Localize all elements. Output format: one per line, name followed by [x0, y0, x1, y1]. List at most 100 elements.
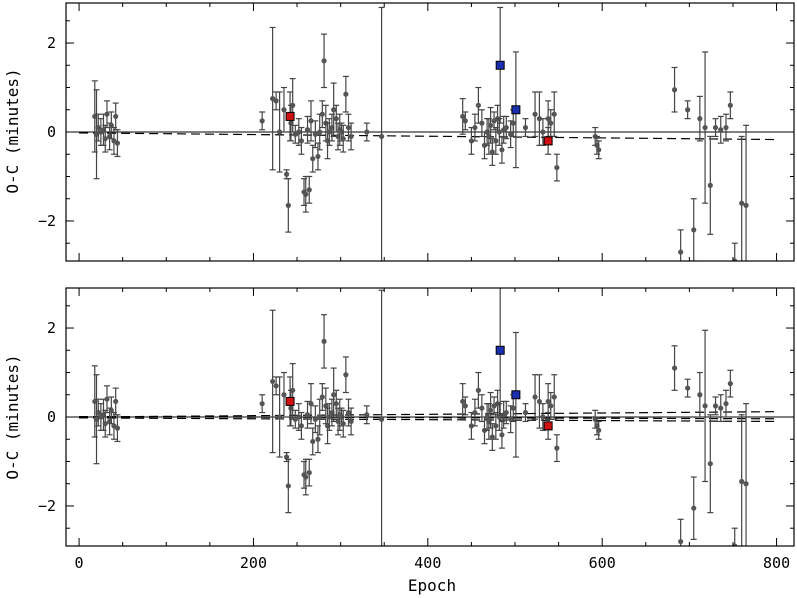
x-tick-label: 0	[75, 554, 84, 572]
data-point	[104, 396, 110, 402]
data-point	[95, 124, 101, 131]
data-point	[317, 414, 323, 420]
data-point	[321, 58, 327, 64]
data-point	[551, 111, 557, 117]
data-point	[475, 387, 481, 393]
data-point	[306, 470, 312, 476]
data-point	[303, 474, 309, 480]
data-point	[108, 407, 114, 413]
highlight-square-point	[511, 105, 521, 115]
fit-line-1	[79, 132, 777, 141]
highlight-square-point	[285, 396, 295, 406]
data-point	[551, 394, 557, 400]
data-point	[718, 127, 724, 133]
data-point	[532, 111, 538, 117]
data-point	[685, 107, 691, 113]
data-point	[739, 200, 745, 206]
plot-area	[66, 288, 794, 546]
data-point	[333, 401, 339, 407]
data-point	[319, 111, 325, 117]
data-point	[536, 116, 543, 122]
data-point	[331, 392, 337, 398]
data-point	[298, 138, 305, 144]
data-point	[685, 385, 691, 391]
y-tick-label: 0	[47, 408, 56, 426]
data-point	[306, 187, 312, 193]
data-point	[691, 505, 697, 511]
data-point	[323, 403, 329, 409]
data-point	[462, 403, 468, 409]
highlight-square-point	[495, 345, 505, 355]
data-point	[487, 407, 494, 413]
highlight-square-point	[543, 421, 553, 431]
data-point	[596, 147, 602, 153]
data-point	[315, 436, 321, 442]
data-point	[707, 461, 713, 467]
data-point	[343, 372, 349, 378]
data-point	[510, 120, 516, 126]
data-point	[554, 164, 560, 171]
data-point	[326, 129, 332, 135]
data-point	[273, 98, 279, 104]
data-point	[489, 434, 495, 440]
data-point	[333, 116, 339, 122]
data-point	[285, 202, 291, 208]
x-tick-label: 800	[763, 554, 790, 572]
y-tick-label: 2	[47, 34, 56, 52]
data-point	[308, 401, 314, 407]
data-point	[315, 153, 321, 160]
top-panel: −2 0 2	[38, 2, 795, 262]
data-point	[379, 133, 385, 140]
top-y-axis-label: O-C (minutes)	[3, 68, 22, 193]
data-point	[545, 116, 551, 122]
y-tick-label: 0	[47, 123, 56, 141]
data-point	[472, 409, 478, 416]
data-point	[259, 401, 265, 407]
data-point	[283, 454, 290, 460]
y-tick-label: −2	[38, 212, 56, 230]
data-point	[340, 136, 346, 142]
bottom-y-axis-label: O-C (minutes)	[3, 354, 22, 479]
data-point	[95, 409, 101, 416]
data-point	[102, 136, 108, 142]
bottom-panel: −2 0 2 0 200 400 600 800	[38, 287, 795, 572]
data-point	[296, 129, 302, 135]
data-point	[281, 107, 287, 113]
x-tick-label: 400	[414, 554, 441, 572]
data-point	[743, 202, 749, 208]
data-point	[723, 401, 729, 407]
data-point	[319, 394, 325, 400]
data-point	[508, 416, 514, 422]
data-point	[321, 338, 327, 344]
data-point	[739, 478, 745, 485]
data-point	[113, 113, 119, 120]
data-point	[496, 129, 502, 135]
data-point	[678, 538, 684, 545]
data-point	[743, 481, 749, 487]
data-point	[489, 149, 495, 155]
y-tick-label: 2	[47, 319, 56, 337]
data-point	[345, 124, 352, 131]
x-axis-label: Epoch	[408, 576, 456, 595]
data-point	[493, 423, 499, 429]
data-point	[487, 122, 494, 128]
data-point	[102, 421, 108, 427]
data-point	[331, 107, 337, 113]
data-point	[727, 102, 733, 108]
data-point	[298, 423, 305, 429]
data-point	[273, 383, 279, 389]
data-point	[114, 425, 121, 431]
data-point	[468, 138, 475, 144]
data-point	[499, 147, 505, 153]
data-point	[522, 124, 529, 131]
data-point	[326, 414, 332, 420]
data-point	[460, 113, 466, 120]
x-tick-label: 600	[589, 554, 616, 572]
data-point	[508, 131, 514, 137]
data-point	[536, 398, 543, 405]
data-point	[468, 423, 475, 429]
data-point	[104, 111, 110, 117]
data-point	[671, 365, 678, 371]
data-point	[503, 124, 509, 131]
data-point	[712, 403, 719, 409]
